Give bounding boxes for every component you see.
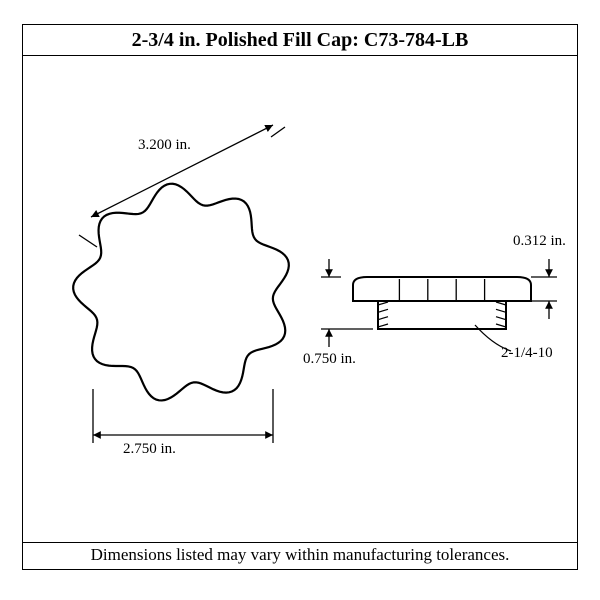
label-outer-dia: 3.200 in. [138, 137, 191, 154]
label-top-height: 0.312 in. [513, 233, 566, 250]
label-thread: 2-1/4-10 [501, 345, 553, 362]
top-view [73, 184, 289, 401]
label-total-height: 0.750 in. [303, 351, 356, 368]
label-inner-dia: 2.750 in. [123, 441, 176, 458]
drawing-canvas [23, 25, 577, 569]
drawing-frame: 2-3/4 in. Polished Fill Cap: C73-784-LB … [22, 24, 578, 570]
dim-total-height [321, 259, 373, 347]
dim-top-height [531, 259, 557, 319]
dim-inner-dia [93, 389, 273, 443]
side-view [353, 277, 531, 329]
